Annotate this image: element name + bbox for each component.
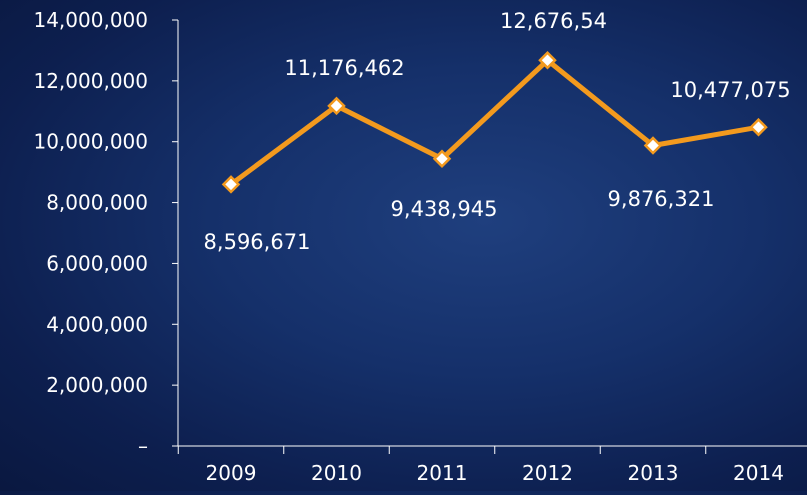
x-tick-label: 2011 (417, 461, 468, 485)
x-tick-label: 2013 (628, 461, 679, 485)
data-label: 9,876,321 (608, 187, 715, 211)
data-label: 12,676,54 (500, 9, 607, 33)
data-point-marker (643, 136, 663, 155)
data-point-marker (432, 149, 452, 169)
y-tick-label: 4,000,000 (46, 312, 148, 336)
x-tick-label: 2010 (311, 461, 362, 485)
data-point-marker (538, 51, 557, 70)
data-label: 11,176,462 (284, 56, 404, 80)
data-point-marker (221, 175, 241, 194)
y-tick-label: 14,000,000 (33, 8, 148, 32)
y-tick-label: 6,000,000 (46, 251, 148, 275)
y-tick-label: – (138, 434, 148, 458)
series-line (228, 57, 761, 187)
data-label: 9,438,945 (391, 197, 498, 221)
data-label: 8,596,671 (204, 230, 311, 254)
data-point-marker (327, 96, 346, 116)
x-tick-label: 2014 (733, 461, 784, 485)
y-tick-label: 2,000,000 (46, 373, 148, 397)
y-tick-label: 12,000,000 (33, 69, 148, 93)
data-label: 10,477,075 (670, 78, 790, 102)
x-tick-label: 2009 (206, 461, 257, 485)
y-tick-label: 8,000,000 (46, 191, 148, 215)
data-point-marker (749, 117, 768, 137)
x-tick-label: 2012 (522, 461, 573, 485)
y-tick-label: 10,000,000 (33, 130, 148, 154)
